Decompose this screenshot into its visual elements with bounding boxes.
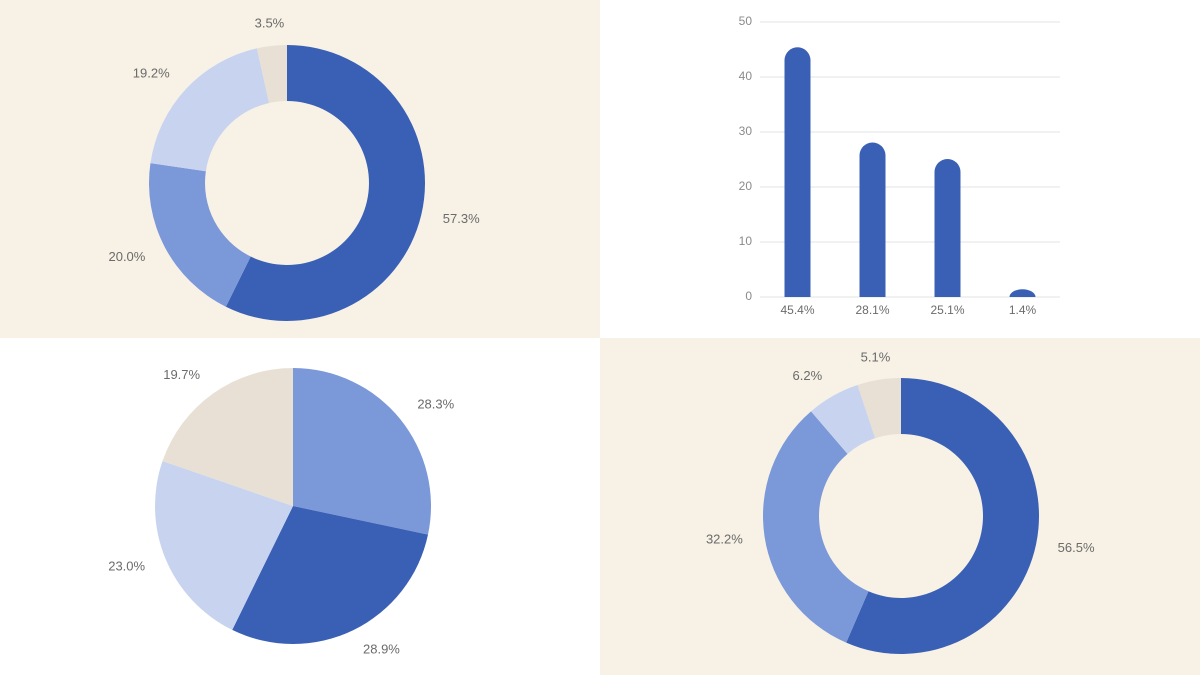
slice-label: 6.2%	[793, 368, 823, 383]
slice-label: 5.1%	[861, 349, 891, 364]
slice-label: 3.5%	[255, 15, 285, 30]
bar-label: 25.1%	[930, 303, 964, 317]
y-tick-label: 0	[745, 289, 752, 303]
slice-label: 23.0%	[108, 558, 145, 573]
slice	[148, 163, 251, 307]
slice	[232, 506, 428, 644]
bar-label: 28.1%	[855, 303, 889, 317]
slice-label: 57.3%	[443, 211, 480, 226]
slice-label: 32.2%	[706, 531, 743, 546]
bar	[784, 47, 811, 297]
slice	[811, 385, 876, 454]
slice	[155, 461, 293, 630]
slice	[225, 45, 426, 321]
slice-label: 19.2%	[133, 66, 170, 81]
slice-label: 19.7%	[163, 367, 200, 382]
bar-label: 45.4%	[780, 303, 814, 317]
slice	[256, 45, 287, 103]
bar-label: 1.4%	[1009, 303, 1037, 317]
bar	[934, 158, 961, 297]
slice	[150, 48, 270, 172]
slice	[857, 378, 901, 439]
y-tick-label: 20	[739, 179, 753, 193]
y-tick-label: 40	[739, 69, 753, 83]
slice-label: 28.3%	[417, 397, 454, 412]
slice	[293, 368, 431, 535]
panel-background	[600, 0, 1200, 338]
slice-label: 56.5%	[1058, 540, 1095, 555]
y-tick-label: 50	[739, 14, 753, 28]
slice	[846, 378, 1040, 654]
slice	[762, 411, 869, 643]
y-tick-label: 30	[739, 124, 753, 138]
slice-label: 20.0%	[108, 249, 145, 264]
slice-label: 28.9%	[363, 641, 400, 656]
slice	[162, 368, 293, 506]
bar	[859, 142, 886, 297]
bar	[1009, 289, 1036, 297]
y-tick-label: 10	[739, 234, 753, 248]
